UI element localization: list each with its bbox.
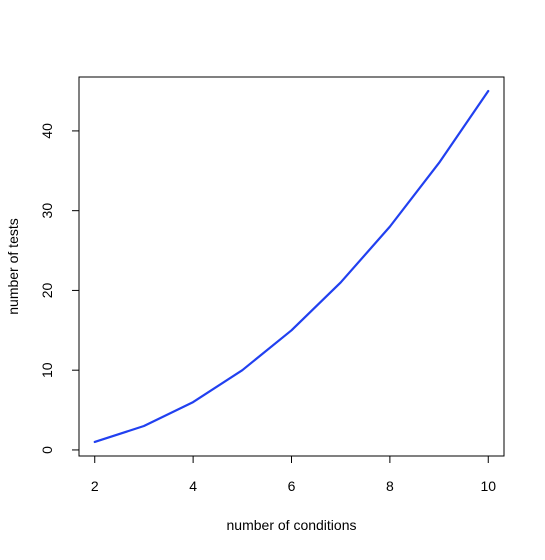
x-tick-label: 10 (480, 478, 496, 494)
plot-frame (78, 76, 505, 457)
series-layer (93, 89, 490, 444)
x-tick-label: 2 (91, 478, 99, 494)
x-tick-label: 6 (288, 478, 296, 494)
y-axis: 0 10 20 30 40 (39, 123, 80, 454)
series-line (93, 89, 490, 444)
y-tick-label: 20 (39, 282, 55, 298)
y-axis-label: number of tests (5, 218, 21, 315)
y-tick-label: 0 (39, 446, 55, 454)
x-tick-label: 8 (386, 478, 394, 494)
y-tick-label: 10 (39, 362, 55, 378)
y-tick-label: 30 (39, 203, 55, 219)
x-axis: 2 4 6 8 10 (91, 455, 496, 494)
y-tick-label: 40 (39, 123, 55, 139)
x-tick-label: 4 (189, 478, 197, 494)
x-axis-label: number of conditions (227, 517, 357, 533)
